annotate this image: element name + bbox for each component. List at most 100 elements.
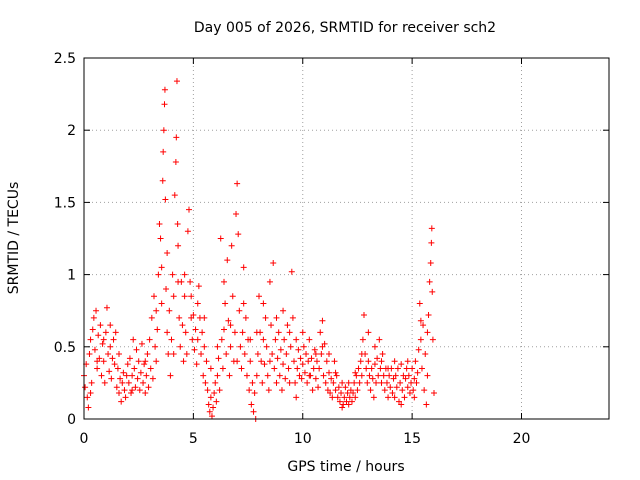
data-point bbox=[336, 398, 343, 405]
data-point bbox=[218, 336, 225, 343]
data-point bbox=[176, 314, 183, 321]
data-point bbox=[355, 365, 362, 372]
data-point bbox=[135, 358, 142, 365]
data-point bbox=[242, 314, 249, 321]
data-point bbox=[341, 394, 348, 401]
data-point bbox=[276, 372, 283, 379]
data-point bbox=[182, 329, 189, 336]
data-point bbox=[170, 351, 177, 358]
data-point bbox=[204, 387, 211, 394]
data-point bbox=[253, 329, 260, 336]
data-point bbox=[111, 361, 118, 368]
data-point bbox=[367, 387, 374, 394]
data-point bbox=[409, 365, 416, 372]
data-point bbox=[411, 375, 418, 382]
data-point bbox=[101, 379, 108, 386]
data-point bbox=[227, 343, 234, 350]
data-point bbox=[411, 394, 418, 401]
data-point bbox=[350, 390, 357, 397]
data-point bbox=[221, 326, 227, 333]
data-point bbox=[320, 372, 327, 379]
data-point bbox=[262, 314, 269, 321]
data-point bbox=[322, 379, 329, 386]
data-point bbox=[133, 346, 140, 353]
data-point bbox=[207, 394, 214, 401]
data-point bbox=[265, 387, 272, 394]
data-point bbox=[157, 235, 164, 242]
data-point bbox=[114, 365, 121, 372]
data-point bbox=[345, 379, 352, 386]
data-point bbox=[398, 401, 405, 408]
data-point bbox=[173, 134, 180, 141]
data-point bbox=[205, 401, 212, 408]
data-point bbox=[184, 228, 191, 235]
data-point bbox=[429, 288, 436, 295]
data-point bbox=[130, 336, 137, 343]
data-point bbox=[381, 387, 388, 394]
data-point bbox=[97, 322, 104, 329]
data-point bbox=[371, 361, 378, 368]
data-point bbox=[194, 336, 201, 343]
data-point bbox=[293, 394, 300, 401]
data-point bbox=[301, 369, 308, 376]
data-point bbox=[156, 221, 163, 228]
data-point bbox=[158, 300, 165, 307]
data-point bbox=[136, 387, 143, 394]
data-point bbox=[201, 343, 208, 350]
data-point bbox=[132, 384, 139, 391]
data-point bbox=[147, 365, 154, 372]
data-point bbox=[369, 375, 376, 382]
data-point bbox=[315, 384, 322, 391]
data-point bbox=[224, 257, 231, 264]
data-point bbox=[427, 260, 434, 267]
data-point bbox=[246, 387, 253, 394]
data-point bbox=[406, 390, 413, 397]
data-point bbox=[428, 225, 435, 232]
data-point bbox=[119, 379, 126, 386]
data-point bbox=[278, 387, 285, 394]
data-point bbox=[309, 387, 316, 394]
data-point bbox=[106, 368, 113, 375]
data-point bbox=[287, 343, 294, 350]
data-point bbox=[376, 336, 383, 343]
data-point bbox=[129, 372, 136, 379]
data-point bbox=[258, 358, 265, 365]
data-point bbox=[144, 351, 151, 358]
data-point bbox=[87, 390, 94, 397]
data-point bbox=[146, 336, 153, 343]
data-point bbox=[162, 196, 169, 203]
data-point bbox=[118, 398, 125, 405]
data-point bbox=[424, 329, 431, 336]
data-point bbox=[263, 343, 270, 350]
data-point bbox=[141, 361, 148, 368]
data-point bbox=[365, 329, 372, 336]
data-point bbox=[260, 300, 267, 307]
data-point bbox=[300, 343, 307, 350]
data-point bbox=[93, 307, 100, 314]
data-point bbox=[397, 379, 404, 386]
data-point bbox=[94, 358, 101, 365]
data-point bbox=[351, 379, 358, 386]
data-point bbox=[131, 365, 138, 372]
data-point bbox=[82, 384, 89, 391]
data-point bbox=[227, 322, 234, 329]
data-point bbox=[234, 358, 241, 365]
data-point bbox=[299, 361, 306, 368]
data-point bbox=[356, 379, 363, 386]
data-point bbox=[181, 271, 188, 278]
data-point bbox=[317, 329, 324, 336]
data-point bbox=[221, 278, 227, 285]
data-point bbox=[216, 387, 223, 394]
data-point bbox=[311, 346, 318, 353]
data-point bbox=[277, 346, 284, 353]
data-point bbox=[261, 361, 268, 368]
data-point bbox=[210, 404, 217, 411]
data-point bbox=[200, 372, 207, 379]
data-point bbox=[368, 365, 375, 372]
data-point bbox=[222, 300, 229, 307]
data-point bbox=[211, 390, 218, 397]
data-point bbox=[100, 358, 107, 365]
data-point bbox=[429, 336, 436, 343]
data-point bbox=[161, 101, 168, 108]
